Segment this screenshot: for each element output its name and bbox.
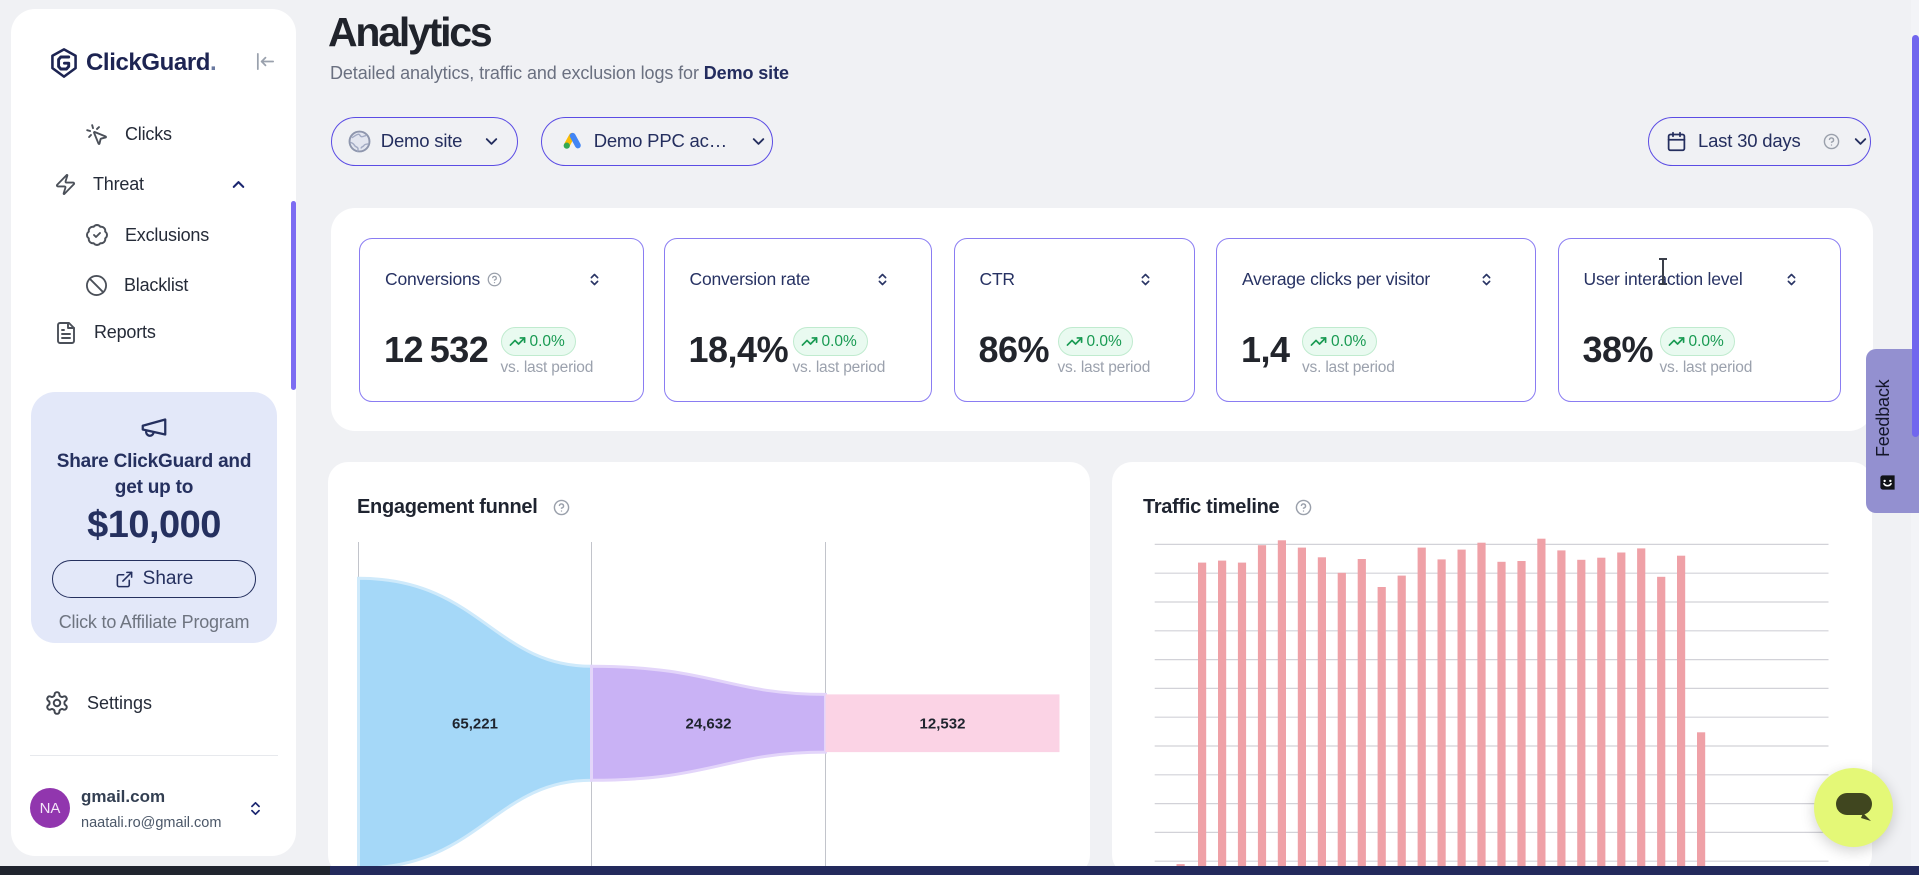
svg-text:65,221: 65,221 [452,715,498,732]
svg-text:24,632: 24,632 [686,715,732,732]
svg-text:12,532: 12,532 [920,715,966,732]
